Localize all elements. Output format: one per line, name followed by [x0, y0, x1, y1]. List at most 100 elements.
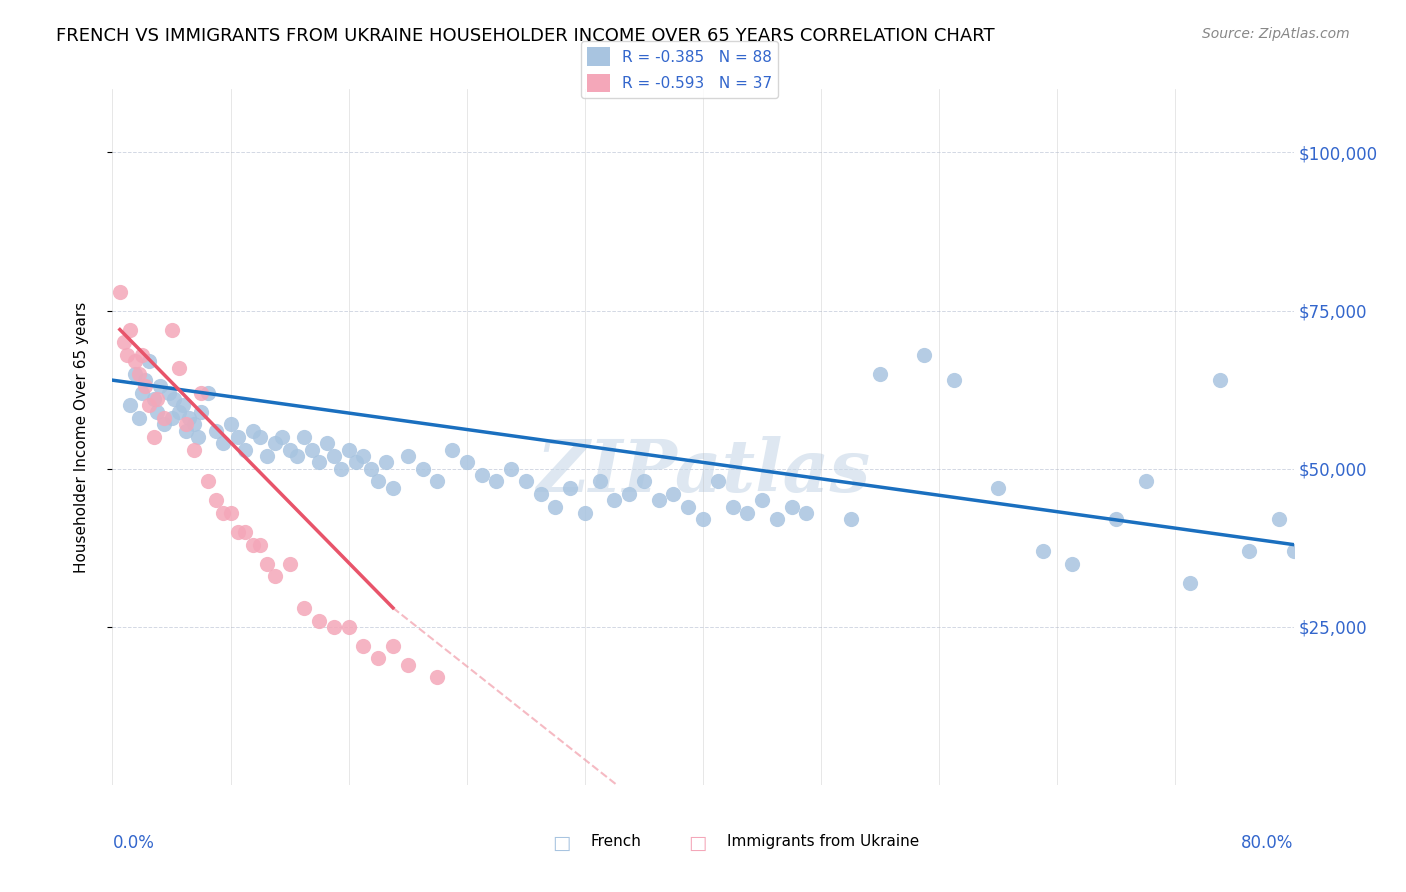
Text: Immigrants from Ukraine: Immigrants from Ukraine [727, 834, 920, 848]
Point [485, 475, 508, 489]
Point [183, 417, 205, 432]
Text: □: □ [688, 834, 706, 853]
Point [233, 524, 256, 539]
Point [678, 500, 700, 514]
Point [138, 399, 160, 413]
Point [153, 417, 176, 432]
Point [138, 354, 160, 368]
Point [212, 436, 235, 450]
Point [292, 600, 315, 615]
Point [308, 614, 330, 628]
Point [942, 373, 965, 387]
Point [352, 639, 374, 653]
Point [396, 449, 419, 463]
Point [1239, 544, 1261, 558]
Point [226, 524, 249, 539]
Point [249, 430, 271, 444]
Point [367, 651, 389, 665]
Point [134, 373, 156, 387]
Point [160, 411, 183, 425]
Point [146, 405, 169, 419]
Point [142, 430, 165, 444]
Point [242, 424, 264, 438]
Text: □: □ [553, 834, 571, 853]
Point [128, 367, 150, 381]
Point [226, 430, 249, 444]
Point [190, 385, 212, 400]
Point [692, 512, 714, 526]
Point [190, 405, 212, 419]
Point [205, 424, 228, 438]
Point [323, 449, 346, 463]
Point [766, 512, 789, 526]
Text: FRENCH VS IMMIGRANTS FROM UKRAINE HOUSEHOLDER INCOME OVER 65 YEARS CORRELATION C: FRENCH VS IMMIGRANTS FROM UKRAINE HOUSEH… [56, 27, 995, 45]
Point [426, 670, 449, 684]
Point [256, 557, 278, 571]
Point [1208, 373, 1232, 387]
Point [441, 442, 464, 457]
Point [153, 411, 176, 425]
Point [470, 468, 494, 483]
Point [544, 500, 567, 514]
Point [172, 399, 194, 413]
Point [131, 385, 153, 400]
Point [157, 385, 180, 400]
Point [374, 455, 396, 469]
Point [1135, 475, 1157, 489]
Point [412, 461, 434, 475]
Point [529, 487, 551, 501]
Point [1282, 544, 1305, 558]
Point [839, 512, 862, 526]
Point [112, 335, 135, 350]
Point [219, 506, 242, 520]
Point [187, 430, 209, 444]
Text: Source: ZipAtlas.com: Source: ZipAtlas.com [1202, 27, 1350, 41]
Point [707, 475, 730, 489]
Point [108, 285, 131, 299]
Point [167, 405, 190, 419]
Point [212, 506, 235, 520]
Point [796, 506, 818, 520]
Point [264, 436, 287, 450]
Point [124, 354, 146, 368]
Point [737, 506, 759, 520]
Y-axis label: Householder Income Over 65 years: Householder Income Over 65 years [75, 301, 89, 573]
Point [179, 411, 201, 425]
Point [367, 475, 389, 489]
Point [120, 399, 142, 413]
Point [285, 449, 308, 463]
Point [603, 493, 626, 508]
Point [1268, 512, 1291, 526]
Point [619, 487, 641, 501]
Point [869, 367, 891, 381]
Text: 0.0%: 0.0% [112, 834, 155, 852]
Point [1062, 557, 1084, 571]
Point [271, 430, 294, 444]
Point [560, 481, 582, 495]
Point [382, 481, 405, 495]
Point [914, 348, 936, 362]
Point [323, 620, 346, 634]
Point [633, 475, 655, 489]
Legend: R = -0.385   N = 88, R = -0.593   N = 37: R = -0.385 N = 88, R = -0.593 N = 37 [581, 41, 778, 98]
Point [574, 506, 596, 520]
Point [183, 442, 205, 457]
Point [1105, 512, 1128, 526]
Point [780, 500, 803, 514]
Point [382, 639, 405, 653]
Point [128, 411, 150, 425]
Text: ZIPatlas: ZIPatlas [536, 436, 870, 508]
Point [149, 379, 172, 393]
Point [308, 455, 330, 469]
Point [396, 657, 419, 672]
Point [330, 461, 353, 475]
Point [124, 367, 146, 381]
Point [146, 392, 169, 406]
Point [120, 322, 142, 336]
Point [337, 620, 360, 634]
Point [134, 379, 156, 393]
Point [292, 430, 315, 444]
Point [174, 417, 197, 432]
Point [751, 493, 773, 508]
Point [233, 442, 256, 457]
